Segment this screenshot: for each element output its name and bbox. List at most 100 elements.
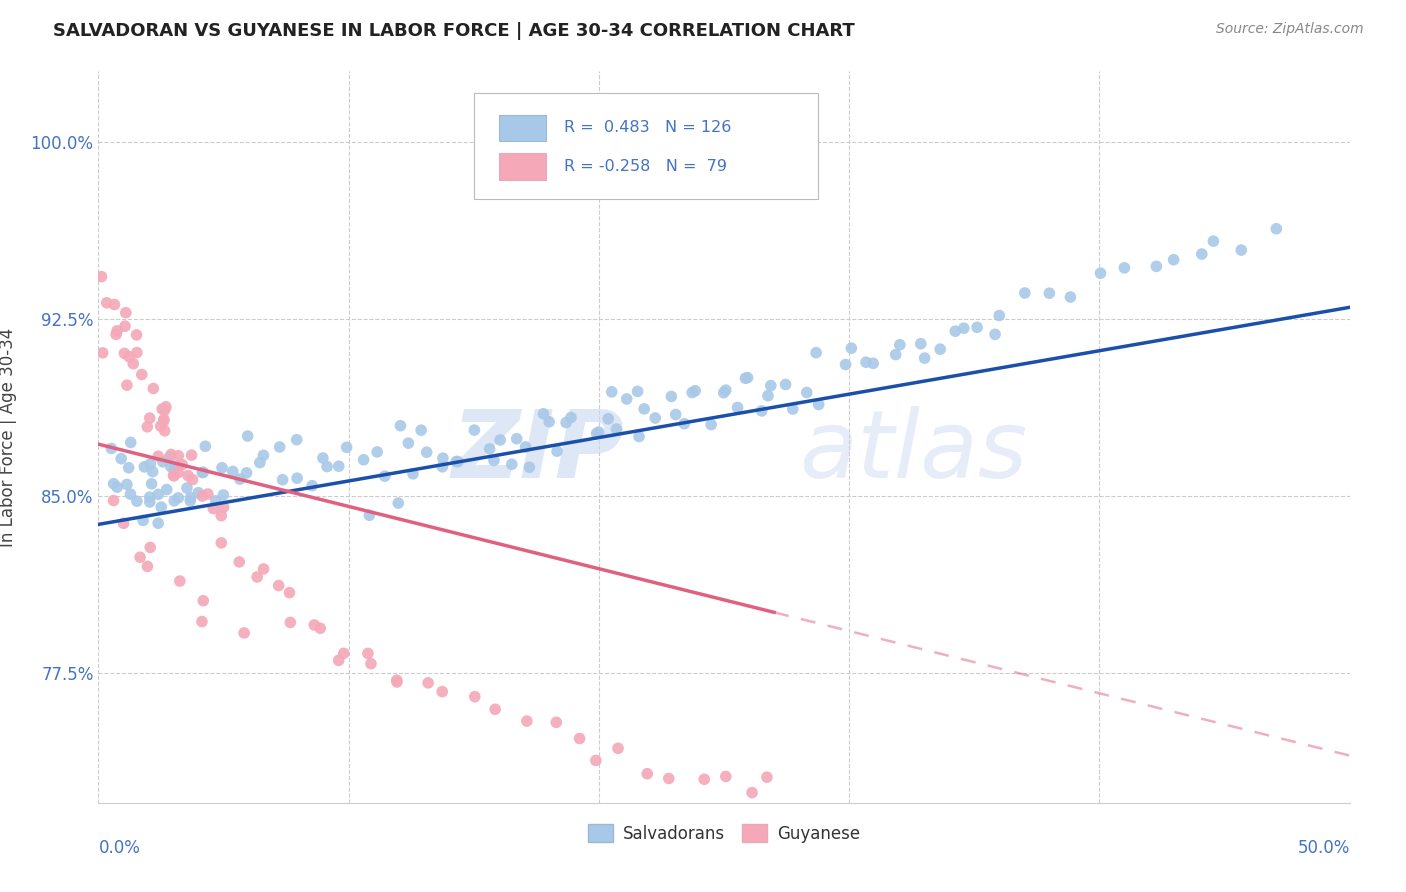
Point	[134, 459, 156, 474]
Point	[516, 714, 538, 728]
Point	[1014, 285, 1036, 300]
Point	[359, 508, 381, 523]
Point	[112, 516, 135, 531]
Point	[160, 459, 183, 474]
Point	[96, 295, 118, 310]
Point	[172, 458, 194, 472]
Point	[741, 786, 763, 800]
Point	[285, 433, 308, 447]
Point	[103, 476, 125, 491]
Y-axis label: In Labor Force | Age 30-34: In Labor Force | Age 30-34	[0, 327, 17, 547]
Point	[148, 449, 170, 463]
Point	[150, 402, 173, 417]
Point	[700, 417, 723, 432]
Point	[555, 416, 578, 430]
Point	[212, 500, 235, 515]
Point	[396, 436, 419, 450]
Point	[1144, 260, 1167, 274]
Point	[415, 445, 437, 459]
Point	[267, 578, 290, 592]
Point	[734, 371, 756, 385]
Point	[336, 440, 359, 454]
Point	[114, 306, 136, 320]
Point	[167, 449, 190, 463]
Point	[1202, 234, 1225, 248]
Text: ZIP: ZIP	[451, 406, 624, 498]
Point	[212, 488, 235, 502]
Point	[139, 411, 162, 425]
Point	[249, 456, 271, 470]
Point	[755, 770, 778, 784]
Point	[1038, 286, 1060, 301]
Point	[187, 485, 209, 500]
Text: SALVADORAN VS GUYANESE IN LABOR FORCE | AGE 30-34 CORRELATION CHART: SALVADORAN VS GUYANESE IN LABOR FORCE | …	[53, 22, 855, 40]
Point	[482, 453, 505, 467]
Point	[100, 442, 122, 456]
Point	[167, 491, 190, 505]
Point	[105, 324, 128, 338]
Point	[235, 466, 257, 480]
Point	[152, 414, 174, 428]
Point	[228, 555, 250, 569]
Point	[312, 450, 335, 465]
Point	[585, 754, 607, 768]
Point	[162, 468, 184, 483]
Point	[546, 444, 568, 458]
Point	[191, 615, 214, 629]
Point	[155, 400, 177, 414]
Point	[149, 419, 172, 434]
Point	[309, 621, 332, 635]
Point	[122, 357, 145, 371]
Point	[929, 342, 952, 356]
Point	[737, 370, 759, 384]
Point	[120, 435, 142, 450]
Point	[110, 451, 132, 466]
Point	[118, 460, 141, 475]
Text: atlas: atlas	[799, 406, 1028, 497]
Point	[176, 481, 198, 495]
Point	[714, 769, 737, 783]
Point	[432, 451, 454, 466]
Point	[984, 327, 1007, 342]
Point	[105, 327, 128, 342]
Point	[447, 454, 470, 468]
Point	[138, 490, 160, 504]
Point	[862, 356, 884, 370]
Point	[118, 350, 141, 364]
Point	[125, 494, 148, 508]
Point	[374, 469, 396, 483]
Point	[519, 460, 541, 475]
Point	[910, 336, 932, 351]
Point	[411, 423, 433, 437]
Point	[1059, 290, 1081, 304]
Point	[357, 647, 380, 661]
Point	[463, 423, 485, 437]
Point	[759, 378, 782, 392]
Point	[139, 457, 162, 471]
Point	[252, 562, 274, 576]
Point	[125, 345, 148, 359]
Point	[385, 675, 408, 690]
Point	[501, 457, 523, 471]
Point	[271, 473, 294, 487]
Point	[683, 384, 706, 398]
Point	[191, 489, 214, 503]
Point	[103, 297, 125, 311]
Point	[142, 382, 165, 396]
Point	[884, 348, 907, 362]
Point	[489, 433, 512, 447]
Point	[627, 429, 650, 443]
Legend: Salvadorans, Guyanese: Salvadorans, Guyanese	[582, 818, 866, 849]
Point	[598, 412, 620, 426]
Point	[150, 500, 173, 514]
Point	[180, 448, 202, 462]
Point	[148, 487, 170, 501]
Point	[141, 476, 163, 491]
Point	[159, 450, 181, 464]
Point	[605, 422, 627, 436]
Point	[807, 397, 830, 411]
Point	[233, 626, 256, 640]
Point	[163, 493, 186, 508]
Point	[209, 536, 232, 550]
FancyBboxPatch shape	[499, 153, 547, 179]
